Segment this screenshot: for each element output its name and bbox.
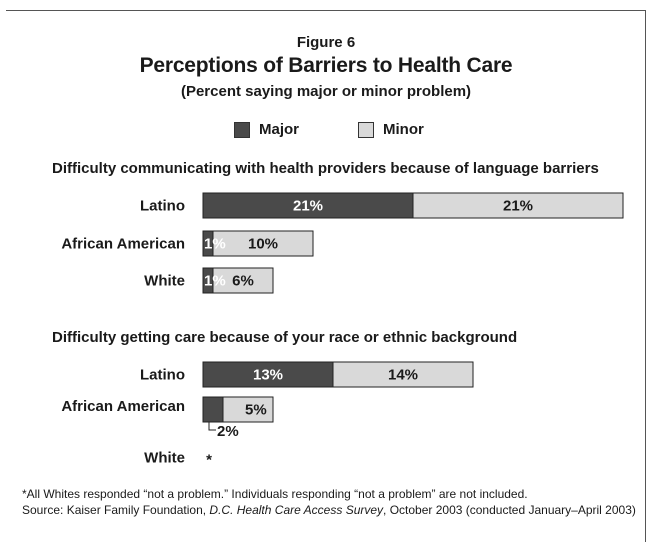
- category-label: White: [144, 273, 185, 290]
- group-title-race: Difficulty getting care because of your …: [52, 329, 518, 346]
- notes: *All Whites responded “not a problem.” I…: [22, 486, 637, 518]
- figure-label: Figure 6: [296, 34, 356, 51]
- bar-minor: [332, 361, 474, 388]
- minor-value-label: 21%: [503, 198, 533, 215]
- figure-title: Perceptions of Barriers to Health Care: [139, 54, 513, 77]
- footnote: *All Whites responded “not a problem.” I…: [22, 487, 528, 501]
- major-value-label: 1%: [204, 273, 226, 290]
- legend-major-swatch: [234, 122, 250, 138]
- major-value-label: 2%: [217, 423, 239, 440]
- source-note: Source: Kaiser Family Foundation, D.C. H…: [22, 502, 637, 518]
- callout-line: [208, 422, 216, 431]
- source-suffix: , October 2003 (conducted January–April …: [383, 503, 636, 517]
- category-label: Latino: [140, 198, 185, 215]
- major-value-label: 1%: [204, 236, 226, 253]
- source-title: D.C. Health Care Access Survey: [209, 503, 384, 517]
- legend-major-label: Major: [259, 121, 300, 138]
- legend: Major Minor: [0, 120, 652, 140]
- category-label: Latino: [140, 367, 185, 384]
- figure-frame: [6, 10, 646, 542]
- bar-major: [202, 361, 334, 388]
- major-value-label: 13%: [253, 367, 283, 384]
- minor-value-label: 10%: [248, 236, 278, 253]
- bar-minor: [412, 192, 624, 219]
- category-label: African American: [61, 398, 185, 415]
- bar-minor: [222, 396, 274, 423]
- category-label: White: [144, 450, 185, 467]
- bar-major: [202, 396, 224, 423]
- major-value-label: 21%: [293, 198, 323, 215]
- minor-value-label: 14%: [388, 367, 418, 384]
- figure-subtitle: (Percent saying major or minor problem): [180, 83, 472, 100]
- group-title-language: Difficulty communicating with health pro…: [52, 160, 599, 177]
- no-problem-marker: *: [206, 452, 212, 469]
- bar-minor: [212, 230, 314, 257]
- category-label: African American: [61, 236, 185, 253]
- legend-minor-label: Minor: [383, 121, 424, 138]
- source-prefix: Source: Kaiser Family Foundation,: [22, 503, 210, 517]
- legend-minor-swatch: [358, 122, 374, 138]
- minor-value-label: 6%: [232, 273, 254, 290]
- minor-value-label: 5%: [245, 402, 267, 419]
- bar-minor: [212, 267, 274, 294]
